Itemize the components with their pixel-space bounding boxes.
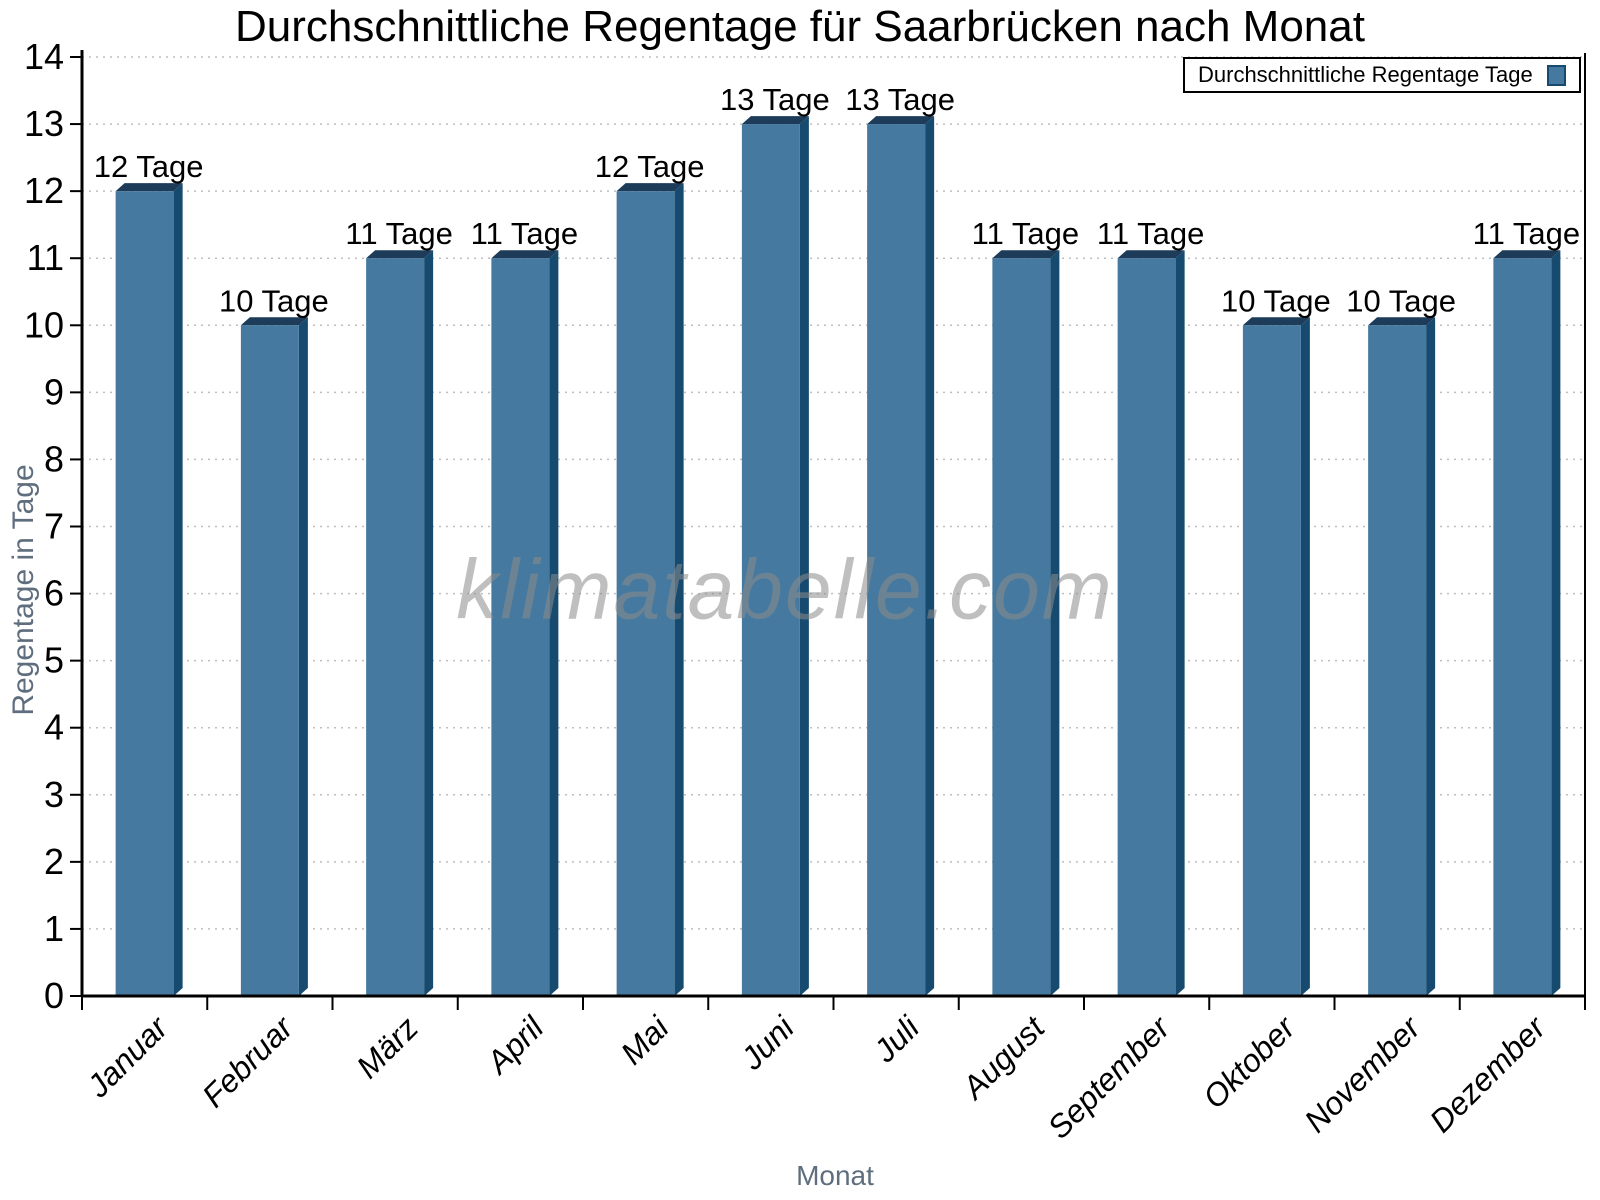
y-tick-label: 10 <box>24 304 64 345</box>
y-tick-label: 1 <box>44 908 64 949</box>
bar <box>366 258 425 996</box>
bar-side-face <box>1551 250 1561 996</box>
y-tick-label: 0 <box>44 975 64 1016</box>
bar-top-face <box>992 250 1060 259</box>
bar <box>1242 325 1301 996</box>
bar <box>1493 258 1552 996</box>
bar-side-face <box>298 317 308 996</box>
bar-side-face <box>674 183 684 997</box>
x-tick-label: Dezember <box>1422 1009 1553 1140</box>
bar-side-face <box>1426 317 1436 996</box>
x-tick-label: Januar <box>79 1009 175 1105</box>
bar-side-face <box>799 116 809 997</box>
y-tick-label: 3 <box>44 774 64 815</box>
bar-value-label: 13 Tage <box>720 82 830 117</box>
bar-side-face <box>1300 317 1310 996</box>
y-tick-label: 4 <box>44 707 64 748</box>
y-tick-label: 9 <box>44 371 64 412</box>
watermark: klimatabelle.com <box>456 542 1114 637</box>
chart-title: Durchschnittliche Regentage für Saarbrüc… <box>235 2 1365 51</box>
y-axis-title: Regentage in Tage <box>7 464 40 716</box>
bar-value-label: 10 Tage <box>1221 283 1331 318</box>
legend: Durchschnittliche Regentage Tage <box>1183 57 1581 93</box>
bar-top-face <box>366 250 434 259</box>
x-tick-label: Mai <box>614 1009 677 1072</box>
bar-value-label: 12 Tage <box>94 149 204 184</box>
y-tick-label: 11 <box>27 237 64 278</box>
bar-value-label: 11 Tage <box>1473 216 1580 251</box>
bar-top-face <box>616 183 684 192</box>
bar <box>491 258 550 996</box>
bar-top-face <box>240 317 308 326</box>
bar-side-face <box>1175 250 1185 996</box>
x-axis-title: Monat <box>796 1160 874 1191</box>
bar-side-face <box>1050 250 1060 996</box>
bar-value-label: 10 Tage <box>1346 283 1456 318</box>
bar <box>1117 258 1176 996</box>
x-tick-label: Februar <box>195 1009 301 1115</box>
bar-top-face <box>1242 317 1310 326</box>
legend-label: Durchschnittliche Regentage Tage <box>1198 62 1533 87</box>
bar-top-face <box>867 116 935 125</box>
value-labels: 12 Tage 10 Tage 11 Tage 11 Tage 12 Tage 13 Ta… <box>94 82 1580 318</box>
axes <box>70 50 1586 1010</box>
bar-value-label: 11 Tage <box>345 216 452 251</box>
y-tick-label: 2 <box>44 841 64 882</box>
bar <box>240 325 299 996</box>
bar-top-face <box>1117 250 1185 259</box>
y-tick-label: 14 <box>24 36 64 77</box>
bar-top-face <box>491 250 559 259</box>
bar-value-label: 12 Tage <box>595 149 705 184</box>
bar-side-face <box>925 116 935 997</box>
x-tick-label: November <box>1297 1009 1428 1140</box>
bar <box>115 191 174 997</box>
y-tick-label: 8 <box>44 438 64 479</box>
x-tick-label: Juli <box>866 1009 927 1070</box>
y-tick-label: 7 <box>44 506 64 547</box>
x-tick-label: Juni <box>733 1009 801 1077</box>
bar-side-face <box>173 183 183 997</box>
bar-value-label: 13 Tage <box>845 82 955 117</box>
x-tick-label: April <box>478 1009 551 1082</box>
bar-series <box>115 116 1561 997</box>
bar-side-face <box>549 250 559 996</box>
bar-top-face <box>1493 250 1561 259</box>
bar-value-label: 11 Tage <box>972 216 1079 251</box>
bar-value-label: 10 Tage <box>219 283 329 318</box>
bar-value-label: 11 Tage <box>1097 216 1204 251</box>
y-tick-label: 5 <box>44 640 64 681</box>
bar <box>616 191 675 997</box>
y-tick-label: 6 <box>44 573 64 614</box>
y-tick-label: 13 <box>24 103 64 144</box>
x-tick-label: August <box>954 1009 1052 1107</box>
x-tick-label: September <box>1040 1009 1177 1146</box>
legend-swatch-icon <box>1547 64 1566 86</box>
x-tick-label: Oktober <box>1196 1009 1303 1116</box>
bar <box>1368 325 1427 996</box>
bar-side-face <box>424 250 434 996</box>
bar-top-face <box>741 116 809 125</box>
x-tick-label: März <box>349 1009 425 1085</box>
bar <box>992 258 1051 996</box>
bar <box>867 124 926 997</box>
bar-top-face <box>115 183 183 192</box>
bar-top-face <box>1368 317 1436 326</box>
bar <box>741 124 800 997</box>
bar-value-label: 11 Tage <box>471 216 578 251</box>
y-tick-label: 12 <box>24 170 64 211</box>
